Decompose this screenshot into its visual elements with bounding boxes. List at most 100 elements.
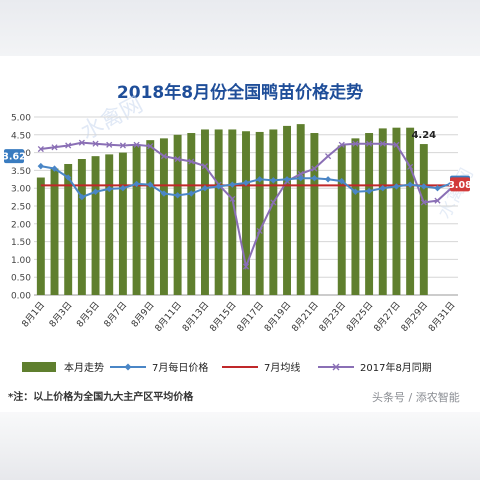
bar bbox=[50, 168, 59, 295]
bar bbox=[255, 131, 264, 295]
x-tick-label: 8月15日 bbox=[208, 300, 239, 334]
x-tick-label: 8月13日 bbox=[180, 300, 211, 334]
data-point bbox=[324, 176, 332, 183]
source-credit: 头条号 / 添农智能 bbox=[372, 391, 460, 404]
bar bbox=[365, 133, 374, 295]
bar bbox=[214, 129, 223, 295]
legend-item: 本月走势 bbox=[22, 361, 104, 374]
callout-box bbox=[4, 149, 24, 164]
data-point bbox=[51, 144, 58, 151]
data-point bbox=[283, 176, 291, 183]
bar bbox=[392, 127, 401, 296]
x-tick-label: 8月19日 bbox=[262, 300, 293, 334]
y-tick-label: 2.00 bbox=[11, 220, 31, 230]
data-point bbox=[229, 181, 236, 188]
bar bbox=[242, 131, 250, 295]
data-point bbox=[133, 141, 140, 148]
y-tick-label: 3.50 bbox=[11, 167, 31, 177]
bar bbox=[187, 133, 196, 295]
data-point bbox=[215, 183, 222, 190]
data-point bbox=[352, 140, 359, 147]
x-tick-label: 8月1日 bbox=[20, 300, 47, 330]
data-point bbox=[297, 175, 304, 182]
data-point bbox=[352, 188, 359, 195]
bar bbox=[337, 145, 346, 295]
bar bbox=[118, 152, 127, 295]
bar bbox=[378, 128, 387, 295]
bar bbox=[269, 129, 278, 295]
x-tick-label: 8月31日 bbox=[426, 300, 457, 334]
bar bbox=[132, 145, 141, 295]
x-tick-label: 8月3日 bbox=[47, 300, 74, 330]
bar bbox=[105, 154, 114, 295]
value-callout: 3.62 bbox=[2, 149, 26, 164]
data-point bbox=[78, 139, 85, 146]
legend-item: 2017年8月同期 bbox=[318, 361, 432, 374]
data-label: 4.24 bbox=[411, 130, 436, 141]
legend-marker bbox=[124, 363, 132, 371]
data-point bbox=[133, 180, 140, 188]
y-tick-label: 3.00 bbox=[11, 185, 31, 195]
chart-title: 2018年8月份全国鸭苗价格走势 bbox=[116, 83, 364, 103]
bar bbox=[296, 124, 305, 296]
data-point bbox=[311, 165, 318, 172]
data-point bbox=[325, 153, 332, 160]
y-tick-label: 1.00 bbox=[11, 256, 31, 266]
data-point bbox=[160, 190, 168, 197]
data-point bbox=[242, 179, 250, 187]
x-tick-label: 8月25日 bbox=[344, 300, 375, 334]
x-tick-label: 8月27日 bbox=[372, 300, 403, 334]
bar bbox=[310, 133, 319, 295]
data-point bbox=[160, 153, 167, 160]
data-point bbox=[119, 185, 127, 192]
bar bbox=[419, 144, 428, 295]
data-point bbox=[188, 158, 195, 165]
data-point bbox=[311, 175, 318, 182]
legend-label: 7月均线 bbox=[264, 361, 300, 374]
data-point bbox=[65, 142, 72, 149]
data-point bbox=[406, 181, 414, 188]
legend-label: 2017年8月同期 bbox=[360, 361, 432, 374]
legend-label: 7月每日价格 bbox=[152, 361, 208, 374]
data-point bbox=[37, 145, 44, 153]
data-point bbox=[270, 199, 277, 206]
data-point bbox=[256, 227, 263, 234]
x-tick-label: 8月29日 bbox=[399, 300, 430, 334]
bar bbox=[64, 163, 73, 295]
data-point bbox=[201, 163, 209, 170]
data-point bbox=[338, 141, 345, 148]
data-point bbox=[366, 140, 373, 147]
footnote: *注：以上价格为全国九大主产区平均价格 bbox=[8, 392, 194, 403]
y-tick-label: 2.50 bbox=[11, 203, 31, 213]
bar bbox=[36, 177, 45, 295]
data-point bbox=[393, 183, 400, 190]
y-tick-label: 5.00 bbox=[11, 114, 31, 124]
data-point bbox=[420, 199, 427, 206]
data-point bbox=[393, 141, 400, 148]
bar bbox=[173, 134, 182, 295]
data-point bbox=[379, 140, 386, 147]
bar bbox=[201, 129, 209, 295]
bar bbox=[351, 138, 360, 295]
data-point bbox=[188, 190, 195, 197]
data-point bbox=[270, 177, 277, 184]
bar bbox=[77, 159, 86, 295]
data-point bbox=[51, 165, 58, 172]
x-tick-label: 8月5日 bbox=[74, 300, 101, 330]
callout-label: 3.62 bbox=[2, 152, 25, 163]
data-point bbox=[78, 193, 86, 201]
data-point bbox=[64, 174, 72, 181]
data-point bbox=[365, 187, 373, 195]
y-tick-label: 0.50 bbox=[11, 274, 31, 284]
legend-item: 7月均线 bbox=[222, 361, 300, 374]
x-tick-label: 8月9日 bbox=[129, 300, 156, 330]
bar bbox=[159, 138, 168, 295]
data-point bbox=[297, 170, 304, 178]
data-point bbox=[147, 181, 154, 188]
x-tick-label: 8月21日 bbox=[290, 300, 321, 334]
data-point bbox=[106, 185, 113, 193]
data-point bbox=[420, 183, 428, 190]
data-point bbox=[92, 188, 99, 195]
y-tick-label: 0.00 bbox=[11, 292, 31, 302]
